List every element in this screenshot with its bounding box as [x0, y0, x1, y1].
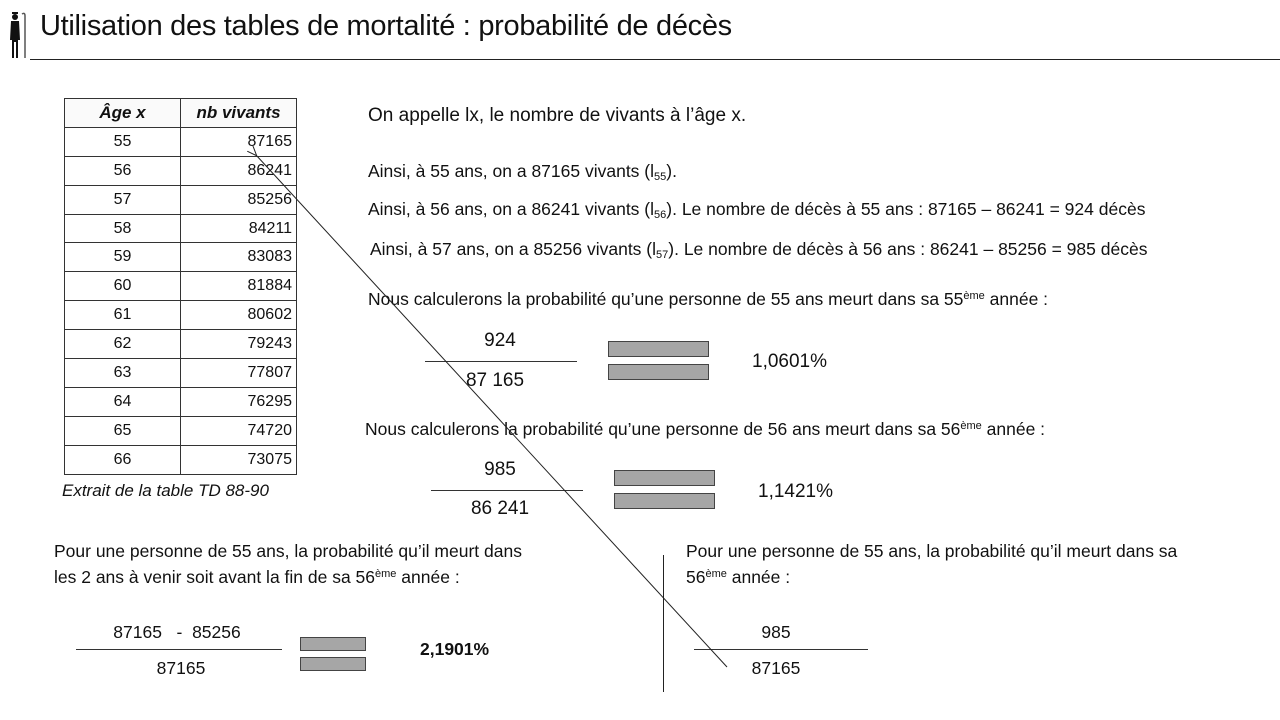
vivants-cell: 81884 — [180, 271, 297, 302]
table-row: 63 77807 — [64, 358, 297, 388]
column-header-vivants: nb vivants — [180, 98, 297, 128]
title-underline — [30, 59, 1280, 60]
column-divider — [663, 555, 664, 692]
age-cell: 57 — [64, 184, 181, 215]
calc1-denominator: 87 165 — [465, 370, 525, 391]
age-cell: 61 — [64, 300, 181, 331]
subscript: 55 — [654, 171, 667, 183]
table-caption: Extrait de la table TD 88-90 — [62, 481, 269, 500]
equals-sign-top — [614, 470, 715, 486]
intro-line-57: Ainsi, à 57 ans, on a 85256 vivants (l57… — [370, 239, 1147, 261]
vivants-cell: 83083 — [180, 242, 297, 273]
sentence-text: 56 — [686, 567, 706, 587]
sentence-text: année : — [726, 567, 791, 587]
table-row: 62 79243 — [64, 329, 297, 360]
intro-line-56: Ainsi, à 56 ans, on a 86241 vivants (l56… — [368, 199, 1145, 221]
calc2-fraction-bar — [431, 490, 583, 491]
calc2-result: 1,1421% — [758, 481, 834, 502]
table-row: 61 80602 — [64, 300, 297, 331]
calc3-numerator: 87165 - 85256 — [113, 622, 241, 642]
arrow-line-icon — [256, 155, 728, 668]
calc3-denominator: 87165 — [156, 658, 206, 678]
vivants-cell: 79243 — [180, 329, 297, 360]
calc1-sentence: Nous calculerons la probabilité qu’une p… — [368, 289, 1048, 310]
table-row: 57 85256 — [64, 184, 297, 215]
vivants-cell: 87165 — [180, 126, 297, 157]
intro-line-text: Ainsi, à 55 ans, on a 87165 vivants (l — [368, 161, 655, 181]
age-cell: 60 — [64, 271, 181, 302]
equals-sign-top — [608, 341, 709, 357]
calc1-numerator: 924 — [484, 330, 516, 351]
calc3-line2: les 2 ans à venir soit avant la fin de s… — [54, 567, 460, 588]
undertaker-figure-icon — [10, 12, 26, 58]
age-cell: 63 — [64, 358, 181, 388]
equals-sign-top — [300, 637, 366, 651]
table-row: 55 87165 — [64, 126, 297, 157]
superscript: ème — [375, 568, 397, 580]
column-header-age: Âge x — [64, 98, 181, 128]
mortality-table: Âge x nb vivants 55 87165 56 86241 57 85256… — [64, 98, 297, 475]
vivants-cell: 80602 — [180, 300, 297, 331]
vivants-cell: 84211 — [180, 213, 297, 244]
superscript: ème — [960, 420, 982, 432]
definition-text: On appelle lx, le nombre de vivants à l’… — [368, 105, 747, 126]
intro-line-after: ). Le nombre de décès à 56 ans : 86241 –… — [668, 239, 1148, 259]
table-row: 64 76295 — [64, 386, 297, 417]
sentence-text: année : — [396, 567, 460, 587]
subscript: 57 — [656, 249, 669, 261]
sentence-text: année : — [984, 289, 1049, 309]
table-row: 56 86241 — [64, 155, 297, 186]
calc3-result: 2,1901% — [420, 639, 490, 659]
intro-line-55: Ainsi, à 55 ans, on a 87165 vivants (l55… — [368, 161, 677, 183]
equals-sign-bottom — [608, 364, 709, 380]
sentence-text: Nous calculerons la probabilité qu’une p… — [368, 289, 964, 309]
subscript: 56 — [654, 209, 667, 221]
vivants-cell: 73075 — [180, 444, 297, 475]
age-cell: 59 — [64, 242, 181, 273]
calc3-fraction-bar — [76, 649, 282, 650]
vivants-cell: 77807 — [180, 358, 297, 388]
table-row: 66 73075 — [64, 444, 297, 475]
age-cell: 55 — [64, 126, 181, 157]
table-row: 65 74720 — [64, 415, 297, 446]
calc4-line2: 56ème année : — [686, 567, 790, 588]
calc2-numerator: 985 — [484, 459, 516, 480]
vivants-cell: 76295 — [180, 386, 297, 417]
calc1-fraction-bar — [425, 361, 577, 362]
sentence-text: Nous calculerons la probabilité qu’une p… — [365, 419, 961, 439]
calc4-numerator: 985 — [761, 622, 791, 642]
age-cell: 66 — [64, 444, 181, 475]
calc1-result: 1,0601% — [752, 351, 828, 372]
intro-line-after: ). — [666, 161, 677, 181]
age-cell: 58 — [64, 213, 181, 244]
page-title: Utilisation des tables de mortalité : pr… — [40, 10, 732, 42]
calc4-denominator: 87165 — [751, 658, 801, 678]
vivants-cell: 85256 — [180, 184, 297, 215]
calc4-fraction-bar — [694, 649, 868, 650]
calc2-denominator: 86 241 — [470, 498, 530, 519]
equals-sign-bottom — [300, 657, 366, 671]
table-row: 60 81884 — [64, 271, 297, 302]
age-cell: 56 — [64, 155, 181, 186]
age-cell: 62 — [64, 329, 181, 360]
calc3-line1: Pour une personne de 55 ans, la probabil… — [54, 541, 522, 561]
sentence-text: année : — [981, 419, 1046, 439]
calc4-line1: Pour une personne de 55 ans, la probabil… — [686, 541, 1178, 561]
superscript: ème — [963, 290, 985, 302]
superscript: ème — [705, 568, 727, 580]
intro-line-text: Ainsi, à 57 ans, on a 85256 vivants (l — [370, 239, 657, 259]
equals-sign-bottom — [614, 493, 715, 509]
sentence-text: les 2 ans à venir soit avant la fin de s… — [54, 567, 376, 587]
calc2-sentence: Nous calculerons la probabilité qu’une p… — [365, 419, 1045, 440]
age-cell: 65 — [64, 415, 181, 446]
age-cell: 64 — [64, 386, 181, 417]
table-row: 59 83083 — [64, 242, 297, 273]
vivants-cell: 86241 — [180, 155, 297, 186]
vivants-cell: 74720 — [180, 415, 297, 446]
intro-line-after: ). Le nombre de décès à 55 ans : 87165 –… — [666, 199, 1146, 219]
table-row: 58 84211 — [64, 213, 297, 244]
intro-line-text: Ainsi, à 56 ans, on a 86241 vivants (l — [368, 199, 655, 219]
